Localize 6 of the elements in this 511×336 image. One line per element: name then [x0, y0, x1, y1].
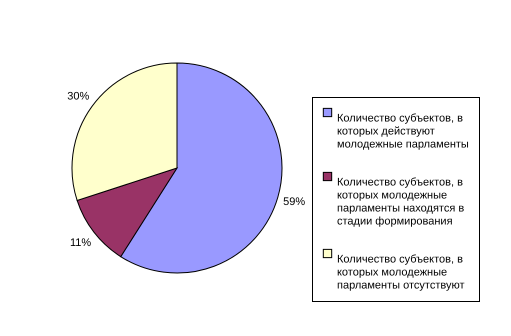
legend-label: Количество субъектов, в которых молодежные парламенты отсутствуют — [337, 254, 464, 292]
data-label: 59% — [283, 196, 306, 208]
data-label: 11% — [70, 236, 92, 249]
legend-label: Количество субъектов, в которых молодежные парламенты находятся в стадии формирования — [337, 176, 464, 228]
data-label: 30% — [67, 90, 90, 102]
legend-label: Количество субъектов, в которых действуют молодежные парламенты — [337, 112, 469, 150]
